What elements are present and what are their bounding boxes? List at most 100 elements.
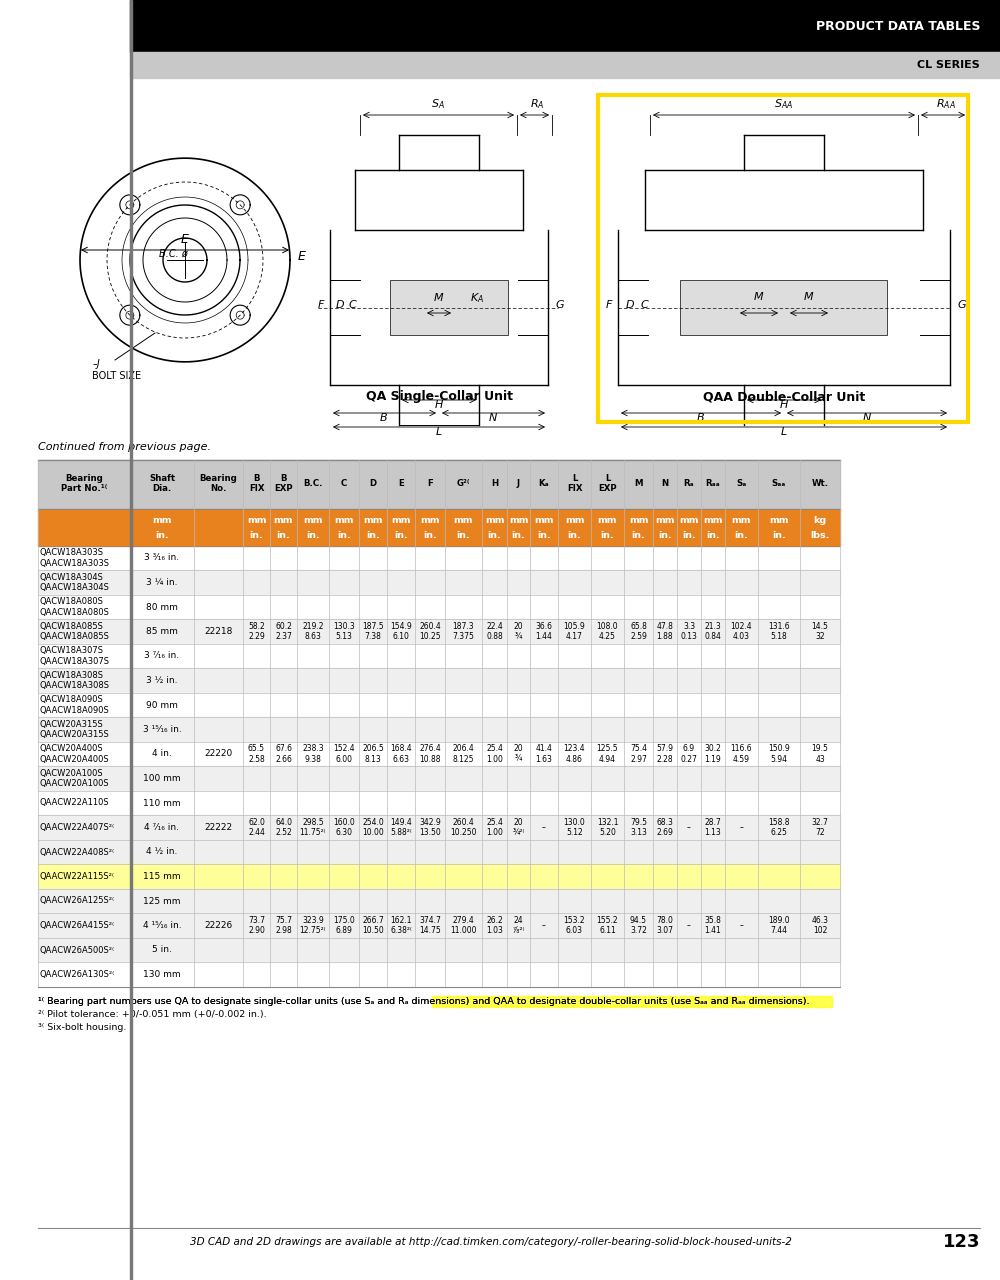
Bar [38, 963, 840, 987]
Text: in.: in. [682, 531, 696, 540]
Text: QAACW26A125S²⁽: QAACW26A125S²⁽ [40, 896, 115, 905]
Text: mm: mm [509, 516, 528, 525]
Text: G: G [958, 300, 967, 310]
Text: 206.5
8.13: 206.5 8.13 [362, 744, 384, 764]
Text: 131.6
5.18: 131.6 5.18 [768, 622, 790, 641]
Text: 26.2
1.03: 26.2 1.03 [486, 915, 503, 936]
Text: 152.4
6.00: 152.4 6.00 [333, 744, 355, 764]
Text: L
FIX: L FIX [567, 474, 582, 493]
Text: mm: mm [420, 516, 440, 525]
Text: 22218: 22218 [204, 627, 233, 636]
Bar [38, 571, 840, 595]
Text: B: B [697, 413, 705, 422]
Text: 62.0
2.44: 62.0 2.44 [248, 818, 265, 837]
Text: 32.7
72: 32.7 72 [812, 818, 828, 837]
Text: 108.0
4.25: 108.0 4.25 [597, 622, 618, 641]
Bar [130, 52, 1000, 78]
Text: 58.2
2.29: 58.2 2.29 [248, 622, 265, 641]
Text: 160.0
6.30: 160.0 6.30 [333, 818, 355, 837]
Text: QAACW26A500S²⁽: QAACW26A500S²⁽ [40, 946, 115, 955]
Text: 65.8
2.59: 65.8 2.59 [630, 622, 647, 641]
Text: D: D [336, 300, 344, 310]
Text: in.: in. [277, 531, 290, 540]
Text: F: F [427, 479, 433, 488]
Text: QAACW26A130S²⁽: QAACW26A130S²⁽ [40, 970, 115, 979]
Text: M: M [434, 293, 444, 303]
Text: 187.5
7.38: 187.5 7.38 [362, 622, 384, 641]
Text: QACW20A315S
QAACW20A315S: QACW20A315S QAACW20A315S [40, 719, 110, 740]
Text: 130.3
5.13: 130.3 5.13 [333, 622, 355, 641]
Text: Sₐ: Sₐ [736, 479, 747, 488]
Text: B: B [380, 413, 388, 422]
Text: QACW18A090S
QAACW18A090S: QACW18A090S QAACW18A090S [40, 695, 110, 714]
Text: in.: in. [658, 531, 672, 540]
Text: R$_A$: R$_A$ [530, 97, 544, 111]
Text: N: N [863, 413, 871, 422]
Text: 75.7
2.98: 75.7 2.98 [275, 915, 292, 936]
Text: QACW20A100S
QAACW20A100S: QACW20A100S QAACW20A100S [40, 769, 110, 788]
Text: C: C [341, 479, 347, 488]
Text: Sₐₐ: Sₐₐ [772, 479, 786, 488]
Text: 123.4
4.86: 123.4 4.86 [564, 744, 585, 764]
Text: ²⁽ Pilot tolerance: +0/-0.051 mm (+0/-0.002 in.).: ²⁽ Pilot tolerance: +0/-0.051 mm (+0/-0.… [38, 1010, 267, 1019]
Text: 22222: 22222 [204, 823, 233, 832]
Bar [598, 95, 968, 422]
Text: mm: mm [152, 516, 172, 525]
Text: 132.1
5.20: 132.1 5.20 [597, 818, 618, 837]
Text: –: – [687, 922, 691, 931]
Bar [432, 996, 832, 1007]
Text: 25.4
1.00: 25.4 1.00 [486, 744, 503, 764]
Text: 22.4
0.88: 22.4 0.88 [486, 622, 503, 641]
Text: 36.6
1.44: 36.6 1.44 [536, 622, 552, 641]
Bar [38, 938, 840, 963]
Text: 374.7
14.75: 374.7 14.75 [419, 915, 441, 936]
Text: M: M [634, 479, 643, 488]
Text: ³⁽ Six-bolt housing.: ³⁽ Six-bolt housing. [38, 1023, 126, 1032]
Text: in.: in. [155, 531, 169, 540]
Text: mm: mm [334, 516, 354, 525]
Text: 102.4
4.03: 102.4 4.03 [731, 622, 752, 641]
Text: 3.3
0.13: 3.3 0.13 [681, 622, 697, 641]
Text: mm: mm [732, 516, 751, 525]
Text: K$_A$: K$_A$ [470, 291, 484, 305]
Text: mm: mm [303, 516, 323, 525]
Text: L
EXP: L EXP [598, 474, 617, 493]
Text: 3 ½ in.: 3 ½ in. [146, 676, 178, 685]
Text: E: E [181, 233, 189, 246]
Text: L: L [436, 428, 442, 436]
Text: –J: –J [92, 358, 100, 369]
Text: H: H [780, 399, 788, 410]
Text: 254.0
10.00: 254.0 10.00 [362, 818, 384, 837]
Bar [38, 509, 840, 545]
Text: 73.7
2.90: 73.7 2.90 [248, 915, 265, 936]
Text: mm: mm [655, 516, 675, 525]
Bar [38, 815, 840, 840]
Text: QACW18A304S
QAACW18A304S: QACW18A304S QAACW18A304S [40, 572, 110, 593]
Bar [38, 545, 840, 571]
Text: 162.1
6.38²⁽: 162.1 6.38²⁽ [390, 915, 412, 936]
Text: QACW20A400S
QAACW20A400S: QACW20A400S QAACW20A400S [40, 744, 110, 764]
Text: N: N [661, 479, 669, 488]
Text: in.: in. [306, 531, 320, 540]
Text: QAACW22A115S²⁽: QAACW22A115S²⁽ [40, 872, 115, 881]
Text: 206.4
8.125: 206.4 8.125 [453, 744, 474, 764]
Text: 100 mm: 100 mm [143, 774, 181, 783]
Text: Kₐ: Kₐ [539, 479, 549, 488]
Text: J: J [517, 479, 520, 488]
Text: D: D [369, 479, 377, 488]
Text: 20
¾²⁽: 20 ¾²⁽ [512, 818, 525, 837]
Text: 154.9
6.10: 154.9 6.10 [390, 622, 412, 641]
Text: mm: mm [363, 516, 383, 525]
Text: QACW18A308S
QAACW18A308S: QACW18A308S QAACW18A308S [40, 671, 110, 690]
Text: 105.9
4.17: 105.9 4.17 [564, 622, 585, 641]
Text: in.: in. [772, 531, 786, 540]
Text: Rₐ: Rₐ [684, 479, 694, 488]
Text: 3 ¹⁵⁄₁₆ in.: 3 ¹⁵⁄₁₆ in. [143, 724, 181, 733]
Text: Bearing
No.: Bearing No. [200, 474, 237, 493]
Text: 19.5
43: 19.5 43 [812, 744, 828, 764]
Text: 20
¾: 20 ¾ [514, 622, 523, 641]
Text: 3 ¼ in.: 3 ¼ in. [146, 579, 178, 588]
Text: mm: mm [391, 516, 411, 525]
Text: 85 mm: 85 mm [146, 627, 178, 636]
Text: CL SERIES: CL SERIES [917, 60, 980, 70]
